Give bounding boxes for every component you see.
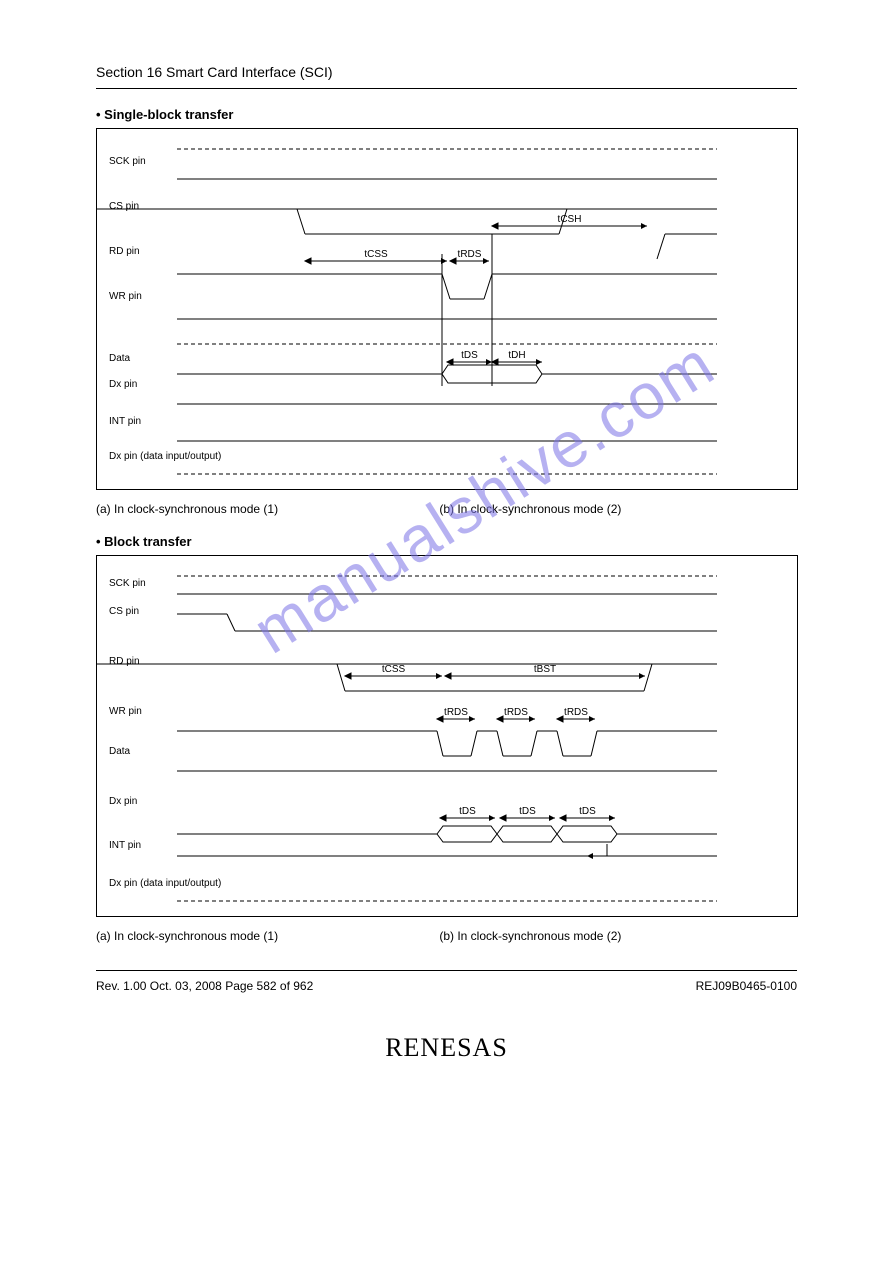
svg-text:CS pin: CS pin (109, 606, 139, 617)
footer-rule (96, 970, 797, 971)
svg-text:SCK pin: SCK pin (109, 156, 146, 167)
svg-text:tRDS: tRDS (504, 707, 528, 718)
svg-text:INT pin: INT pin (109, 416, 141, 427)
svg-text:Dx pin (data input/output): Dx pin (data input/output) (109, 451, 221, 462)
svg-text:WR pin: WR pin (109, 291, 142, 302)
timing-svg-1: tCSS tRDS tCSH tDS tDH SCK pin CS pin RD pin WR … (97, 129, 797, 489)
panel1-caption: (a) In clock-synchronous mode (1) (b) In… (96, 502, 797, 516)
footer: Rev. 1.00 Oct. 03, 2008 Page 582 of 962 … (96, 962, 797, 1063)
footer-doc: REJ09B0465-0100 (696, 979, 797, 993)
svg-text:Dx pin: Dx pin (109, 379, 137, 390)
svg-text:tRDS: tRDS (564, 707, 588, 718)
svg-text:Data: Data (109, 353, 131, 364)
svg-text:WR pin: WR pin (109, 706, 142, 717)
svg-text:Data: Data (109, 746, 131, 757)
svg-text:Dx pin (data input/output): Dx pin (data input/output) (109, 878, 221, 889)
svg-text:tCSS: tCSS (364, 249, 388, 260)
svg-text:INT pin: INT pin (109, 840, 141, 851)
svg-text:RD pin: RD pin (109, 656, 140, 667)
svg-text:tDS: tDS (519, 806, 536, 817)
svg-text:tRDS: tRDS (458, 249, 482, 260)
timing-svg-2: tCSS tBST tRDS tRDS tRDS tDS tDS tDS SCK pin CS p… (97, 556, 797, 916)
svg-text:tDS: tDS (461, 350, 478, 361)
panel2-caption-right: (b) In clock-synchronous mode (2) (439, 929, 621, 943)
renesas-logo: RENESAS (96, 1033, 797, 1063)
timing-panel-2: tCSS tBST tRDS tRDS tRDS tDS tDS tDS SCK pin CS p… (96, 555, 798, 917)
section-header: Section 16 Smart Card Interface (SCI) (96, 64, 797, 80)
panel2-caption: (a) In clock-synchronous mode (1) (b) In… (96, 929, 797, 943)
svg-text:tCSH: tCSH (558, 214, 582, 225)
header-rule (96, 88, 797, 89)
svg-text:RD pin: RD pin (109, 246, 140, 257)
panel2-subhead: • Block transfer (96, 534, 797, 549)
timing-panel-1: tCSS tRDS tCSH tDS tDH SCK pin CS pin RD pin WR … (96, 128, 798, 490)
svg-text:Dx pin: Dx pin (109, 796, 137, 807)
panel1-caption-right: (b) In clock-synchronous mode (2) (439, 502, 621, 516)
svg-text:tBST: tBST (534, 664, 556, 675)
panel1-caption-left: (a) In clock-synchronous mode (1) (96, 502, 436, 516)
svg-text:CS pin: CS pin (109, 201, 139, 212)
svg-text:tDH: tDH (508, 350, 525, 361)
svg-text:SCK pin: SCK pin (109, 578, 146, 589)
svg-text:tRDS: tRDS (444, 707, 468, 718)
footer-rev: Rev. 1.00 Oct. 03, 2008 Page 582 of 962 (96, 979, 313, 993)
page: Section 16 Smart Card Interface (SCI) • … (0, 0, 893, 1263)
panel2-caption-left: (a) In clock-synchronous mode (1) (96, 929, 436, 943)
panel1-subhead: • Single-block transfer (96, 107, 797, 122)
svg-text:tDS: tDS (459, 806, 476, 817)
svg-text:tCSS: tCSS (382, 664, 406, 675)
svg-text:tDS: tDS (579, 806, 596, 817)
